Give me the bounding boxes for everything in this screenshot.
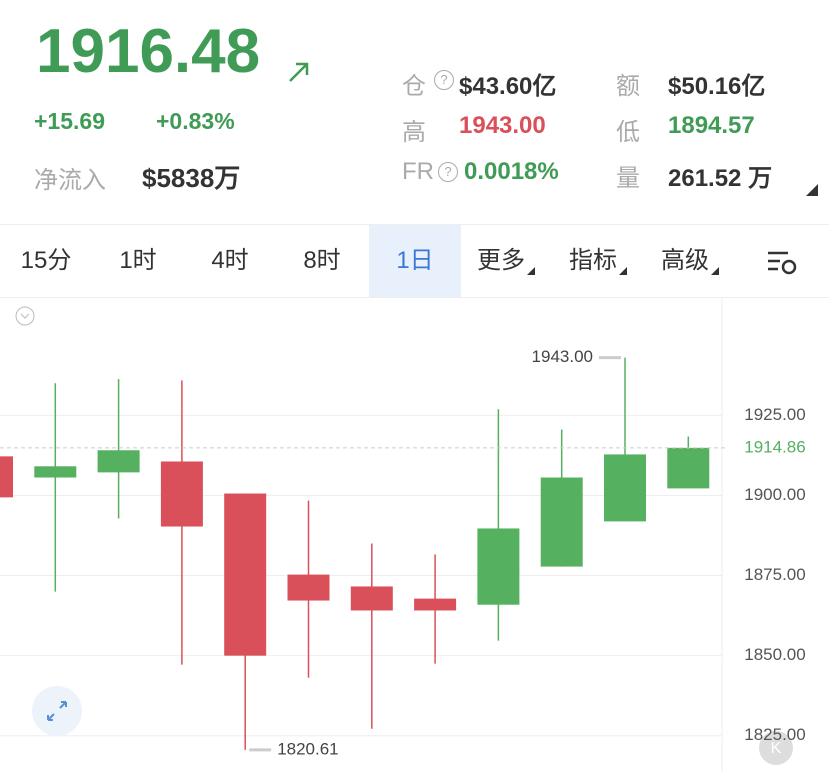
tab[interactable]: 15分 (20, 247, 72, 274)
candle-body (414, 598, 457, 611)
last-price-label: 1914.86 (744, 437, 805, 456)
stat-value: $43.60亿 (459, 73, 557, 100)
candle-body (667, 447, 710, 489)
collapse-chevron (20, 313, 30, 319)
y-tick-label: 1825.00 (744, 725, 805, 744)
candle-body (34, 466, 77, 478)
last-price-bg (728, 433, 829, 462)
tab-bar: 15分 1时 4时 8时 1日 更多 指标 高级 (0, 224, 829, 298)
help-icon[interactable]: ? (434, 70, 454, 90)
tab[interactable]: 4时 (211, 247, 249, 274)
stat-label: 高 (402, 119, 426, 146)
stat-value: 1943.00 (459, 112, 546, 139)
annotation-label: 1943.00 (532, 347, 593, 366)
annotation-label: 1820.61 (277, 739, 338, 758)
up-arrow-icon (289, 62, 309, 82)
stat-label: 量 (616, 165, 640, 192)
net-inflow-label: 净流入 (34, 167, 106, 194)
change: +15.69 (34, 108, 105, 134)
tab-dropdown[interactable]: 指标 (569, 247, 617, 274)
stat-value: 261.52 万 (668, 165, 773, 192)
candle-body (0, 456, 13, 498)
stat-label: 额 (616, 73, 640, 100)
candle-body (224, 493, 267, 656)
candle-body (97, 450, 140, 473)
net-inflow: $5838万 (142, 163, 241, 193)
plot-area (0, 357, 722, 750)
collapse-icon[interactable] (15, 306, 35, 326)
stat-value: 1894.57 (668, 112, 755, 139)
dropdown-arrows (527, 267, 719, 275)
candle-body (540, 477, 583, 567)
expand-button[interactable] (32, 686, 82, 736)
tab[interactable]: 8时 (303, 247, 341, 274)
stat-value: 0.0018% (464, 158, 559, 185)
candle-body (604, 454, 646, 522)
y-tick-label: 1850.00 (744, 645, 805, 664)
tab-dropdown[interactable]: 高级 (661, 247, 709, 274)
tab-active[interactable]: 1日 (369, 225, 461, 297)
price: 1916.48 (36, 17, 261, 86)
k-button[interactable] (759, 731, 793, 765)
corner-triangle (806, 184, 818, 196)
candle-body (287, 574, 330, 601)
change-pct: +0.83% (156, 108, 235, 134)
tab-dropdown[interactable]: 更多 (477, 247, 525, 274)
candle-body (477, 528, 520, 605)
y-tick-label: 1875.00 (744, 565, 805, 584)
stat-label: 低 (616, 119, 640, 146)
settings-icon[interactable] (766, 249, 800, 275)
expand-icon (47, 701, 67, 721)
k-icon: K (771, 740, 782, 757)
stat-label: 仓 (402, 73, 426, 100)
stat-value: $50.16亿 (668, 73, 766, 100)
y-tick-label: 1900.00 (744, 485, 805, 504)
stat-label: FR (402, 158, 434, 185)
help-icon[interactable]: ? (438, 162, 458, 182)
candle-body (160, 461, 203, 527)
candle-body (350, 586, 393, 611)
tab[interactable]: 1时 (119, 247, 157, 274)
y-tick-label: 1925.00 (744, 405, 805, 424)
